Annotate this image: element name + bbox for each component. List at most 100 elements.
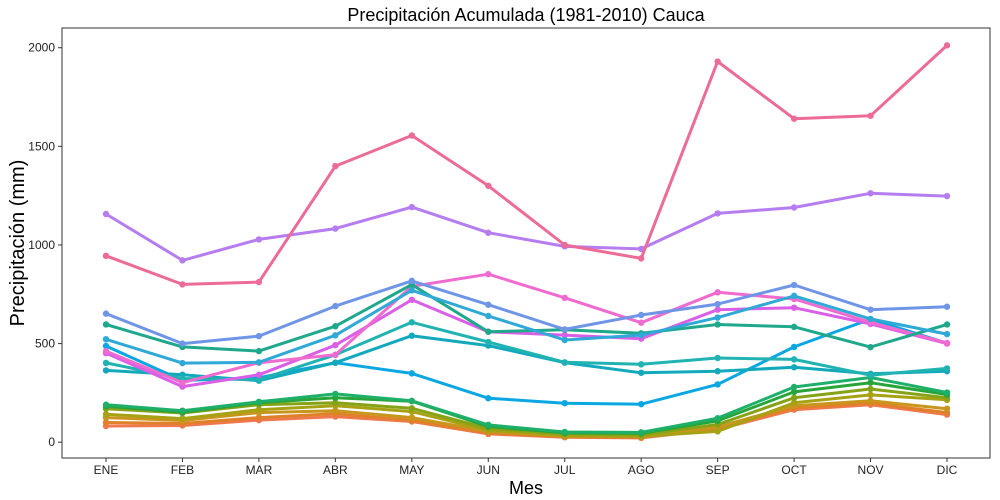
data-point	[790, 115, 798, 122]
data-point	[714, 300, 721, 308]
data-point	[714, 210, 721, 217]
data-point	[332, 332, 339, 339]
y-tick-label: 2000	[28, 41, 55, 55]
data-point	[102, 411, 110, 418]
data-point	[867, 343, 874, 351]
x-tick-label: SEP	[706, 463, 730, 477]
data-point	[255, 414, 263, 421]
data-point	[102, 321, 110, 328]
data-point	[485, 229, 492, 236]
series-line	[104, 279, 949, 346]
data-point	[332, 399, 339, 406]
data-point	[637, 311, 645, 319]
data-point	[637, 429, 645, 436]
data-point	[179, 407, 186, 414]
data-point	[485, 182, 492, 189]
data-point	[102, 252, 110, 260]
data-point	[561, 336, 568, 344]
data-point	[255, 406, 263, 413]
series-7	[102, 296, 951, 390]
data-point	[485, 301, 492, 308]
data-point	[408, 132, 416, 139]
data-point	[332, 323, 339, 330]
data-point	[867, 112, 874, 119]
series-line	[104, 191, 949, 262]
data-point	[561, 326, 568, 333]
series-line	[104, 272, 949, 385]
x-axis-title: Mes	[509, 478, 543, 498]
data-point	[332, 225, 339, 232]
data-point	[867, 371, 874, 379]
data-point	[408, 414, 416, 421]
data-point	[332, 359, 339, 366]
y-tick-label: 1500	[28, 139, 55, 153]
data-point	[790, 323, 798, 331]
plot-panel-border	[61, 27, 991, 459]
series-line	[104, 376, 949, 434]
data-point	[102, 419, 110, 426]
data-point	[943, 365, 951, 372]
x-tick-label: JUN	[477, 463, 500, 477]
data-point	[255, 376, 263, 383]
series-line	[104, 43, 949, 286]
data-point	[332, 351, 339, 359]
data-point	[790, 394, 798, 402]
y-tick-label: 500	[35, 337, 55, 351]
data-point	[943, 321, 951, 328]
x-tick-label: ABR	[323, 463, 348, 477]
data-point	[485, 312, 492, 320]
data-point	[485, 270, 492, 278]
data-point	[179, 257, 186, 264]
data-point	[943, 42, 951, 49]
x-tick-label: FEB	[171, 463, 194, 477]
data-point	[714, 354, 721, 362]
data-point	[408, 319, 416, 326]
data-point	[714, 314, 721, 321]
data-point	[790, 364, 798, 371]
series-line	[104, 320, 949, 382]
data-point	[637, 369, 645, 376]
data-point	[943, 303, 951, 310]
data-point	[943, 330, 951, 338]
series-1	[102, 42, 951, 288]
x-tick-label: OCT	[781, 463, 807, 477]
data-point	[943, 389, 951, 396]
data-point	[790, 292, 798, 300]
series-4	[102, 287, 951, 367]
data-point	[867, 379, 874, 386]
data-point	[255, 332, 263, 340]
y-tick-label: 1000	[28, 238, 55, 252]
data-point	[561, 294, 568, 302]
data-point	[485, 421, 492, 429]
data-point	[255, 398, 263, 405]
data-point	[408, 277, 416, 285]
y-axis-title: Precipitación (mm)	[7, 160, 29, 327]
series-line	[104, 288, 949, 365]
data-point	[408, 287, 416, 294]
data-point	[637, 319, 645, 326]
data-point	[637, 331, 645, 339]
data-point	[332, 407, 339, 414]
data-point	[790, 399, 798, 406]
data-point	[102, 342, 110, 350]
data-point	[102, 310, 110, 317]
data-point	[332, 390, 339, 398]
data-point	[790, 356, 798, 363]
data-point	[255, 371, 263, 378]
data-point	[408, 397, 416, 404]
data-point	[867, 397, 874, 404]
data-point	[790, 204, 798, 211]
data-point	[332, 302, 339, 310]
x-axis: ENE FEB MAR ABR MAY JUN JUL AGO SEP OCT NOV DIC	[94, 458, 958, 477]
data-point	[485, 338, 492, 346]
data-point	[102, 401, 110, 408]
x-tick-label: MAY	[399, 463, 424, 477]
data-point	[867, 190, 874, 197]
data-point	[561, 359, 568, 366]
data-point	[408, 296, 416, 304]
data-point	[867, 385, 874, 393]
data-point	[943, 192, 951, 200]
x-tick-label: JUL	[554, 463, 576, 477]
data-point	[332, 341, 339, 349]
